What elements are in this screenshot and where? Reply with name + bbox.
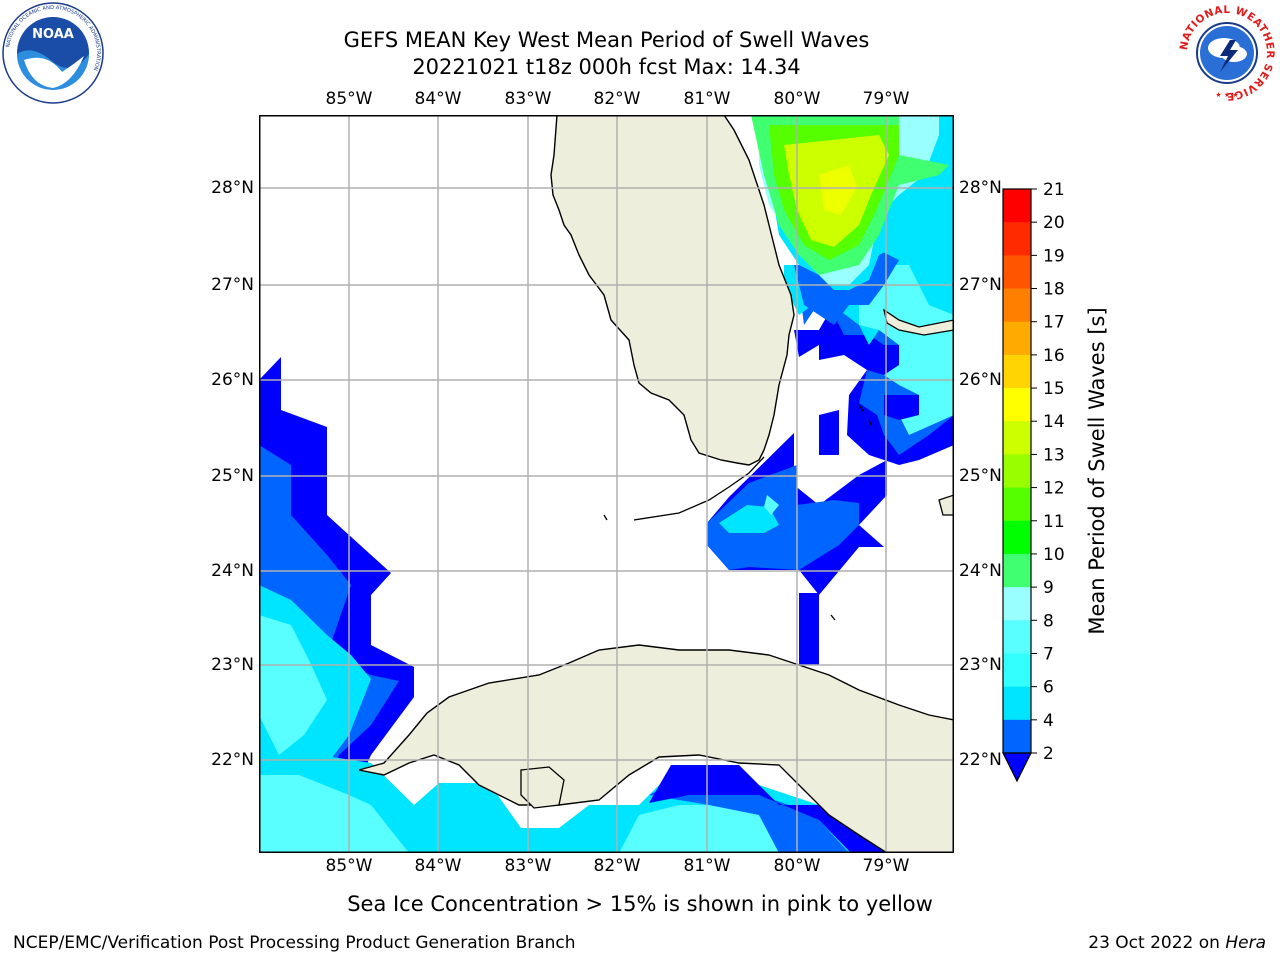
chart-title: GEFS MEAN Key West Mean Period of Swell … [343,28,870,52]
lat-label-left: 26°N [211,370,254,390]
colorbar-tick-label: 8 [1043,611,1054,631]
lat-label-right: 22°N [959,750,1002,770]
footer-host: Hera [1225,933,1266,953]
bahamas-grand-bahama [882,308,954,336]
colorbar-tick-label: 15 [1043,379,1065,399]
colorbar-tick-label: 11 [1043,512,1065,532]
lon-label-bottom: 80°W [773,856,821,876]
lon-label-top: 83°W [504,89,552,109]
contour-south-4s [649,779,849,853]
lon-label-bottom: 82°W [593,856,641,876]
lon-label-bottom: 81°W [683,856,731,876]
lat-label-right: 28°N [959,178,1002,198]
colorbar-swatch [1003,553,1031,588]
lon-label-top: 85°W [325,89,373,109]
contour-ne-2c [884,395,919,420]
gridlines [259,115,954,853]
lon-label-top: 84°W [414,89,462,109]
colorbar-tick-label: 6 [1043,678,1054,698]
sea-ice-note: Sea Ice Concentration > 15% is shown in … [347,892,933,916]
lon-label-top: 79°W [862,89,910,109]
colorbar: 2 4 6 7 8 9 10 11 12 13 14 15 16 17 18 19 20 21 [1002,180,1065,783]
isla-de-la-juventud [520,766,565,809]
colorbar-tick-label: 2 [1043,744,1054,764]
lat-label-left: 23°N [211,655,254,675]
lon-label-top: 81°W [683,89,731,109]
colorbar-tick-label: 17 [1043,313,1065,333]
contour-west-7s [259,615,327,755]
colorbar-swatch [1003,288,1031,323]
colorbar-swatch [1003,255,1031,290]
lat-label-left: 28°N [211,178,254,198]
colorbar-swatch [1003,454,1031,489]
colorbar-swatch [1003,653,1031,688]
florida-keys [633,456,765,521]
colorbar-tick-label: 21 [1043,180,1065,200]
colorbar-swatch [1003,189,1031,223]
map-panel [259,115,954,853]
lon-label-top: 80°W [773,89,821,109]
colorbar-label: Mean Period of Swell Waves [s] [1085,307,1109,635]
colorbar-swatch [1003,686,1031,721]
colorbar-tick-label: 12 [1043,479,1065,499]
colorbar-swatch [1003,487,1031,522]
colorbar-tick-label: 4 [1043,711,1054,731]
nws-logo: NATIONAL WEATHER SERVICE ★ ★ ★ [1178,4,1276,102]
colorbar-tick-label: 13 [1043,445,1065,465]
lat-label-right: 23°N [959,655,1002,675]
colorbar-swatch [1003,719,1031,754]
svg-text:★ ★ ★: ★ ★ ★ [1215,91,1238,99]
contour-straits-6s [719,505,779,533]
lat-label-right: 27°N [959,275,1002,295]
lon-label-bottom: 79°W [862,856,910,876]
contour-south-7b [619,805,799,853]
colorbar-swatch [1003,620,1031,654]
florida-landmass [550,115,795,466]
lat-label-right: 26°N [959,370,1002,390]
contour-straits-2b [799,593,819,665]
colorbar-tick-label: 7 [1043,644,1054,664]
cuba-landmass [358,644,954,853]
colorbar-tick-label: 14 [1043,412,1065,432]
colorbar-swatch [1003,388,1031,422]
colorbar-tick-label: 18 [1043,280,1065,300]
footer-date: 23 Oct 2022 on [1088,933,1226,953]
colorbar-tick-label: 9 [1043,578,1054,598]
colorbar-extend-triangle [1002,752,1032,783]
colorbar-swatch [1003,321,1031,356]
colorbar-swatch [1003,222,1031,256]
land [358,115,954,853]
colorbar-tick-label: 20 [1043,213,1065,233]
chart-subtitle: 20221021 t18z 000h fcst Max: 14.34 [412,55,801,79]
colorbar-tick-label: 19 [1043,246,1065,266]
colorbar-swatch [1003,587,1031,621]
noaa-logo: NATIONAL OCEANIC AND ATMOSPHERIC ADMINIS… [2,2,104,104]
contour-straits-7s [764,495,779,515]
lat-label-left: 27°N [211,275,254,295]
colorbar-tick-label: 16 [1043,346,1065,366]
swell-period-contours [259,115,954,853]
lat-label-left: 24°N [211,561,254,581]
contour-top-14s [819,165,857,215]
colorbar-swatch [1003,520,1031,555]
footer-credit: NCEP/EMC/Verification Post Processing Pr… [13,933,576,953]
colorbar-swatch [1003,354,1031,389]
contour-ne-7s [859,265,954,435]
lon-label-bottom: 84°W [414,856,462,876]
contour-south-7s [259,775,409,853]
lon-label-bottom: 85°W [325,856,373,876]
lon-label-top: 82°W [593,89,641,109]
noaa-text: NOAA [32,27,74,42]
lat-label-left: 25°N [211,466,254,486]
contour-straits-4s [707,465,859,570]
lat-label-left: 22°N [211,750,254,770]
lat-label-right: 25°N [959,466,1002,486]
colorbar-tick-label: 10 [1043,545,1065,565]
contour-south-2s [649,765,887,853]
lat-label-right: 24°N [959,561,1002,581]
colorbar-swatch [1003,421,1031,455]
footer-date-host: 23 Oct 2022 on Hera [1088,933,1266,953]
contour-ne-2b [819,410,839,455]
lon-label-bottom: 83°W [504,856,552,876]
